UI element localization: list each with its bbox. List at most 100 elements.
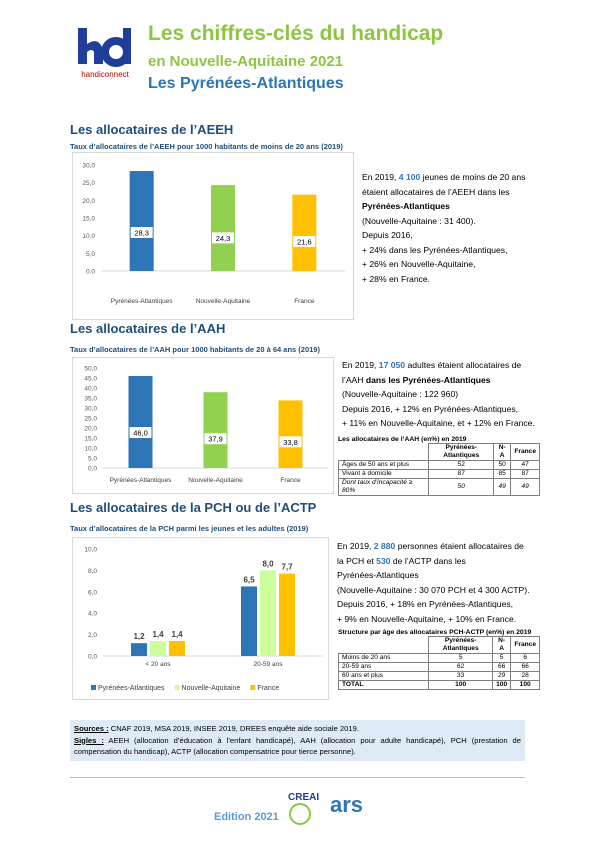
legend-swatch — [250, 685, 256, 690]
legend-swatch — [91, 685, 96, 690]
text-line: Pyrénées-Atlantiques — [362, 199, 525, 214]
table-cell: Moins de 20 ans — [337, 653, 430, 663]
table: Pyrénées-Atlantiques N-A France Âges de 50 … — [337, 443, 540, 496]
value-label: 1,4 — [152, 630, 164, 639]
table-cell: 5 — [428, 653, 493, 663]
bar — [131, 643, 147, 656]
legend-label: Nouvelle-Aquitaine — [182, 685, 241, 692]
value-label: 1,2 — [133, 632, 145, 641]
table-cell: 50 — [492, 460, 512, 470]
acronyms-label: Sigles : — [74, 735, 104, 745]
text-run: jeunes de moins de 20 ans — [420, 172, 526, 182]
text-run: Depuis 2016, + 18% en Pyrénées-Atlantiqu… — [337, 599, 514, 609]
text-run: (Nouvelle-Aquitaine : 31 400). — [362, 215, 476, 226]
text-run: + 24% dans les Pyrénées-Atlantiques, — [362, 244, 508, 255]
value-label-box — [293, 235, 316, 247]
table-header-cell: N-A — [491, 636, 512, 654]
text-run: Depuis 2016, + 12% en Pyrénées-Atlantiqu… — [342, 403, 519, 414]
table-cell: 20-59 ans — [337, 662, 430, 672]
table-row: Vivant à domicile 87 85 87 — [337, 469, 540, 479]
value-label-box — [279, 436, 302, 448]
y-tick-label: 25,0 — [82, 180, 95, 187]
text-line: + 28% en France. — [362, 272, 525, 287]
text-block: En 2019, 2 880 personnes étaient allocat… — [337, 539, 530, 626]
table-cell: 100 — [491, 680, 512, 690]
y-tick-label: 40,0 — [84, 386, 97, 393]
table-title: Structure par âge des allocataires PCH-A… — [338, 629, 532, 636]
x-tick-label: France — [280, 477, 301, 484]
table-block: Les allocataires de l’AAH (en%) en 2019 P… — [337, 436, 540, 496]
table-cell: 28 — [510, 671, 540, 681]
text-run: adultes étaient allocataires de — [405, 360, 522, 370]
text-line: + 11% en Nouvelle-Aquitaine, et + 12% en… — [342, 416, 535, 431]
table-cell: 66 — [491, 662, 512, 672]
table-cell: 47 — [510, 460, 540, 470]
text-line: (Nouvelle-Aquitaine : 122 960) — [342, 387, 535, 402]
chart: 0,0 5,0 10,0 15,0 20,0 25,0 30,0 35,0 40,0 45,0 50… — [72, 357, 334, 494]
bar — [279, 573, 295, 656]
sources-text: CNAF 2019, MSA 2019, INSEE 2019, DREES e… — [108, 724, 359, 733]
text-run: Depuis 2016, — [362, 230, 413, 240]
x-tick-label: France — [294, 298, 315, 305]
logo-shape — [87, 41, 103, 64]
acronyms: Sigles : AEEH (allocation d’éducation à … — [74, 735, 521, 758]
text-run: Pyrénées-Atlantiques — [337, 570, 419, 580]
value-label-box — [130, 227, 153, 239]
y-tick-label: 2,0 — [88, 632, 97, 639]
y-tick-label: 30,0 — [82, 163, 95, 170]
logo-shape — [123, 28, 131, 64]
table-header-cell: Pyrénées-Atlantiques — [428, 636, 493, 654]
chart: 0,0 2,0 4,0 6,0 8,0 10,0 < 20 ans 1,2 1,4 1,4 20-5… — [72, 537, 329, 700]
x-tick-label: Pyrénées-Atlantiques — [111, 298, 174, 305]
table-cell: 49 — [510, 478, 540, 496]
table-header-cell — [338, 636, 430, 654]
value-label: 24,3 — [216, 234, 231, 243]
text-line: l’AAH dans les Pyrénées-Atlantiques — [342, 373, 535, 388]
y-tick-label: 20,0 — [84, 426, 97, 433]
table-cell: Âges de 50 ans et plus — [337, 460, 430, 470]
table-cell: 52 — [428, 460, 494, 470]
y-tick-label: 45,0 — [84, 376, 97, 383]
value-label-box — [129, 427, 152, 439]
bar — [241, 586, 257, 656]
y-tick-label: 10,0 — [82, 233, 95, 240]
value-label: 6,5 — [243, 575, 255, 584]
text-line: Depuis 2016, + 12% en Pyrénées-Atlantiqu… — [342, 402, 535, 417]
y-tick-label: 10,0 — [84, 446, 97, 453]
title: Les chiffres-clés du handicap — [148, 22, 444, 45]
table-row: Moins de 20 ans 5 5 6 — [337, 653, 540, 663]
table-cell: 87 — [510, 469, 540, 479]
table-cell: 60 ans et plus — [337, 671, 430, 681]
text-run: En 2019, — [362, 172, 399, 182]
section-title: Les allocataires de la PCH ou de l’ACTP — [70, 500, 317, 515]
table-row: Dont taux d’incapacité ≥ 80% 50 49 49 — [337, 478, 540, 496]
y-tick-label: 15,0 — [84, 436, 97, 443]
y-tick-label: 4,0 — [88, 611, 97, 618]
value-label: 37,9 — [208, 435, 223, 444]
x-tick-label: Nouvelle-Aquitaine — [196, 298, 251, 305]
table-header-row: Pyrénées-Atlantiques N-A France — [338, 443, 540, 461]
table-cell: 6 — [510, 653, 540, 663]
table-cell: 85 — [492, 469, 512, 479]
legend-label: Pyrénées-Atlantiques — [98, 685, 165, 692]
table-row: 20-59 ans 62 66 66 — [337, 662, 540, 672]
text-line: En 2019, 17 050 adultes étaient allocata… — [342, 358, 535, 373]
text-block: En 2019, 4 100 jeunes de moins de 20 ans… — [362, 170, 525, 286]
logo-text: handiconnect — [81, 70, 129, 79]
table-header-cell: France — [510, 443, 540, 461]
table-cell: 5 — [491, 653, 512, 663]
table-cell: 87 — [428, 469, 494, 479]
bar — [128, 376, 153, 468]
separator — [70, 777, 525, 778]
table-header-cell: Pyrénées-Atlantiques — [428, 443, 494, 461]
bar — [211, 185, 235, 271]
logo-shape — [289, 803, 311, 825]
text-line: (Nouvelle-Aquitaine : 31 400). — [362, 214, 525, 229]
section-subtitle: Taux d’allocataires de la PCH parmi les … — [70, 524, 309, 533]
text-run: de l’ACTP dans les — [390, 555, 466, 566]
subtitle: en Nouvelle-Aquitaine 2021 — [148, 53, 344, 70]
table-header-cell — [338, 443, 430, 461]
value-label: 46,0 — [133, 429, 148, 438]
text-line: (Nouvelle-Aquitaine : 30 070 PCH et 4 30… — [337, 583, 530, 598]
text-run: 530 — [376, 555, 391, 566]
